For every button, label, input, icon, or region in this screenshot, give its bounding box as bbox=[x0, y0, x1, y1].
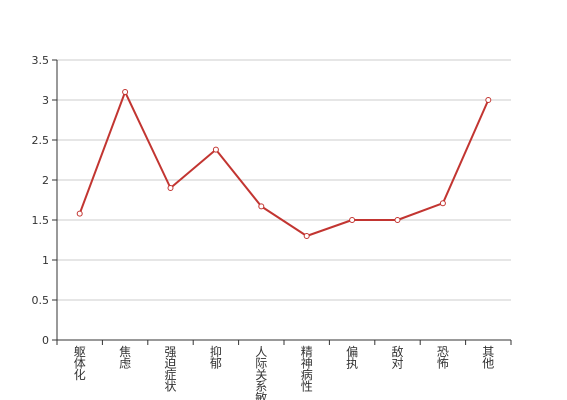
x-tick-label: 焦虑 bbox=[119, 345, 131, 371]
series-line bbox=[78, 91, 490, 237]
x-tick-label: 人际关系敏感 bbox=[255, 345, 267, 400]
x-tick-label: 其他 bbox=[482, 345, 494, 371]
data-point bbox=[394, 217, 401, 223]
x-axis: 躯体化 焦虑 强迫症状 抑郁 人际关系敏感 精神病性 偏执 敌对 恐怖 其他 bbox=[56, 339, 512, 400]
x-tick-label: 精神病性 bbox=[301, 345, 313, 394]
data-point bbox=[349, 217, 356, 223]
data-point bbox=[258, 203, 265, 210]
data-point bbox=[303, 233, 310, 239]
data-point bbox=[439, 200, 446, 207]
x-tick-label: 敌对 bbox=[391, 344, 403, 371]
data-point bbox=[76, 210, 83, 217]
x-tick-label: 强迫症状 bbox=[164, 345, 176, 394]
data-point bbox=[122, 89, 129, 95]
x-tick-label: 恐怖 bbox=[437, 345, 449, 371]
x-tick-label: 偏执 bbox=[346, 344, 358, 371]
x-tick-label: 躯体化 bbox=[74, 344, 86, 382]
y-axis: 0 0.5 1 1.5 2 2.5 3 3.5 bbox=[32, 54, 58, 347]
y-tick-label: 2 bbox=[42, 174, 49, 187]
y-tick-label: 1 bbox=[42, 254, 49, 267]
data-point bbox=[485, 97, 492, 103]
grid-lines bbox=[57, 59, 511, 301]
y-tick-label: 0.5 bbox=[32, 294, 50, 307]
y-tick-label: 0 bbox=[42, 334, 49, 347]
y-tick-label: 1.5 bbox=[32, 214, 50, 227]
y-tick-label: 3 bbox=[42, 94, 49, 107]
data-point bbox=[212, 146, 219, 153]
series-line-group bbox=[76, 89, 492, 239]
y-tick-label: 2.5 bbox=[32, 134, 50, 147]
x-tick-label: 抑郁 bbox=[210, 344, 222, 371]
data-point bbox=[167, 185, 174, 191]
y-tick-label: 3.5 bbox=[32, 54, 50, 67]
